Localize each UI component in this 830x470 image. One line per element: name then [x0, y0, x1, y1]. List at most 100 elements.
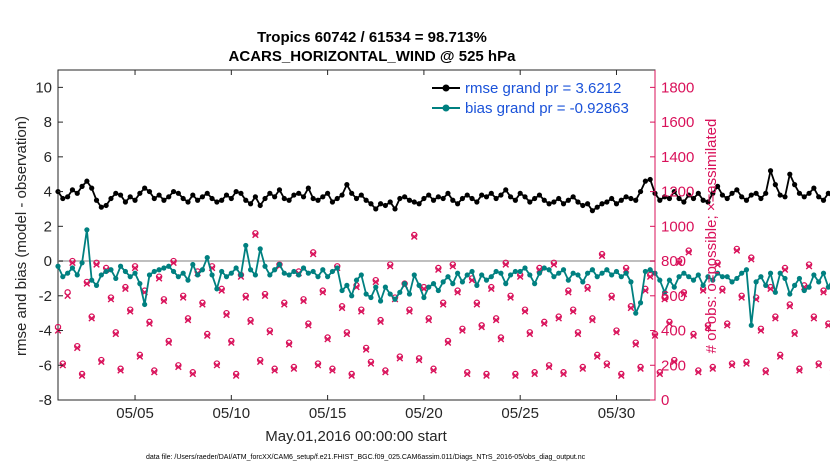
bias-series-point: [565, 277, 571, 283]
obs-assimilated-point: [815, 361, 822, 369]
obs-assimilated-point: [646, 273, 654, 280]
y-right-tick-label: 600: [661, 288, 686, 305]
bias-series-point: [666, 277, 673, 283]
bias-series-point: [695, 272, 701, 278]
rmse-series-point: [445, 190, 451, 196]
rmse-series-point: [166, 194, 172, 200]
obs-assimilated-point: [98, 358, 105, 366]
obs-assimilated-point: [618, 372, 625, 379]
y-right-tick-label: 400: [661, 323, 686, 340]
obs-assimilated-point: [329, 367, 336, 374]
bias-series-point: [98, 272, 104, 278]
bias-series-point: [820, 270, 827, 276]
bias-series-point: [469, 268, 475, 275]
bias-series-point: [170, 268, 177, 275]
rmse-series-point: [503, 187, 509, 193]
obs-assimilated-point: [439, 301, 447, 308]
obs-assimilated-point: [772, 315, 779, 322]
obs-assimilated-point: [743, 360, 750, 367]
bias-series-point: [382, 284, 388, 290]
obs-assimilated-point: [430, 367, 437, 374]
obs-assimilated-point: [228, 339, 235, 346]
bias-series-point: [474, 282, 480, 288]
rmse-series-point: [151, 195, 157, 202]
obs-assimilated-point: [680, 290, 688, 298]
rmse-series-point: [777, 192, 783, 198]
bias-series-point: [247, 267, 254, 273]
bias-series-point: [710, 277, 716, 283]
rmse-series-point: [267, 190, 273, 196]
bias-series-point: [570, 270, 576, 276]
rmse-series-point: [339, 192, 345, 198]
bias-series-point: [411, 272, 417, 278]
rmse-series-point: [363, 197, 369, 203]
bias-series-point: [339, 287, 345, 294]
bias-series-point: [373, 284, 379, 290]
rmse-series-point: [642, 178, 648, 184]
obs-assimilated-point: [223, 311, 230, 319]
rmse-series-point: [161, 197, 167, 203]
obs-assimilated-point: [88, 315, 95, 322]
rmse-series-line: [57, 169, 830, 212]
bias-series-point: [498, 270, 504, 276]
obs-assimilated-point: [146, 320, 153, 327]
bias-series-point: [782, 275, 788, 282]
y-axis-left-label: rmse and bias (model - observation): [13, 116, 30, 356]
obs-assimilated-point: [757, 327, 765, 334]
obs-assimilated-point: [699, 287, 707, 294]
bias-series-point: [117, 263, 124, 269]
obs-assimilated-point: [358, 308, 365, 315]
obs-assimilated-point: [396, 355, 404, 362]
rmse-series-point: [527, 199, 533, 205]
obs-assimilated-point: [526, 330, 534, 338]
rmse-series-point: [296, 190, 302, 196]
obs-assimilated-point: [136, 353, 144, 360]
rmse-series-point: [676, 195, 682, 202]
obs-assimilated-point: [314, 361, 322, 369]
rmse-series-point: [546, 201, 552, 207]
rmse-series-point: [137, 190, 143, 196]
bias-series-point: [69, 265, 76, 271]
bias-series-point: [488, 274, 494, 280]
obs-assimilated-point: [825, 322, 830, 329]
bias-series-point: [387, 291, 393, 297]
y-left-tick-label: -2: [39, 288, 52, 305]
bias-series-point: [459, 279, 466, 285]
rmse-series-point: [252, 194, 258, 200]
rmse-series-point: [618, 197, 624, 203]
rmse-series-point: [522, 194, 528, 200]
y-axis-right-label: # of obs: o=possible; ×=assimilated: [703, 119, 720, 354]
bias-series-point: [272, 267, 278, 273]
rmse-series-point: [329, 199, 336, 205]
rmse-series-point: [199, 194, 206, 200]
bias-series-point: [84, 227, 90, 233]
bias-series-point: [243, 242, 249, 249]
bias-series-point: [180, 270, 186, 276]
obs-assimilated-point: [285, 341, 293, 348]
rmse-series-point: [594, 204, 600, 210]
obs-assimilated-point: [386, 262, 394, 270]
rmse-series-point: [397, 195, 403, 202]
obs-assimilated-point: [415, 356, 423, 364]
rmse-series-point: [142, 185, 148, 191]
bias-series-point: [325, 274, 331, 280]
bias-series-point: [536, 270, 543, 276]
obs-assimilated-point: [459, 327, 466, 334]
bias-series-point: [772, 289, 778, 295]
bias-series-point: [238, 272, 244, 278]
bias-series-point: [320, 267, 326, 273]
rmse-series-point: [175, 190, 181, 196]
rmse-series-point: [686, 192, 692, 198]
obs-assimilated-point: [497, 335, 505, 343]
obs-assimilated-point: [319, 289, 327, 296]
obs-assimilated-point: [463, 370, 471, 378]
bias-series-point: [440, 279, 446, 285]
rmse-series-point: [825, 190, 830, 196]
obs-assimilated-point: [483, 372, 490, 379]
rmse-series-point: [276, 187, 283, 193]
y-left-tick-label: 8: [44, 114, 52, 131]
rmse-series-point: [806, 190, 812, 196]
bias-series-point: [825, 284, 830, 290]
rmse-series-point: [185, 199, 191, 205]
bias-series-point: [503, 281, 509, 287]
